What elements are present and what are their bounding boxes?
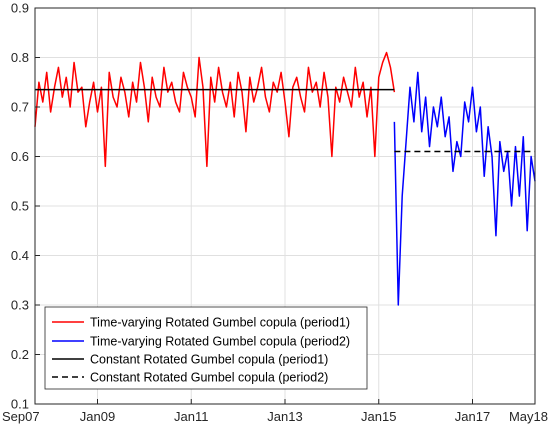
x-tick-label: Jan13 [267, 409, 302, 424]
y-tick-label: 0.1 [11, 397, 29, 412]
series-line-1 [393, 71, 536, 306]
legend-box [44, 306, 368, 390]
y-tick-label: 0.8 [11, 50, 29, 65]
y-tick-label: 0.2 [11, 347, 29, 362]
y-tick-label: 0.4 [11, 248, 29, 263]
x-tick-label: Jan09 [80, 409, 115, 424]
x-tick-label: Sep07 [2, 409, 40, 424]
y-tick-label: 0.9 [11, 1, 29, 16]
x-tick-label: Jan15 [361, 409, 396, 424]
x-tick-label: Jan17 [455, 409, 490, 424]
y-tick-label: 0.7 [11, 100, 29, 115]
y-tick-label: 0.3 [11, 298, 29, 313]
legend-label-0: Time-varying Rotated Gumbel copula (peri… [90, 316, 350, 330]
y-tick-label: 0.6 [11, 149, 29, 164]
series-line-0 [34, 51, 396, 168]
y-axis: 0.1 0.2 0.3 0.4 0.5 0.6 0.7 0.8 0.9 [11, 1, 40, 412]
legend-label-3: Constant Rotated Gumbel copula (period2) [90, 371, 328, 385]
legend: Time-varying Rotated Gumbel copula (peri… [44, 306, 368, 390]
series-lines [34, 51, 536, 306]
legend-label-1: Time-varying Rotated Gumbel copula (peri… [90, 335, 350, 349]
legend-label-2: Constant Rotated Gumbel copula (period1) [90, 353, 328, 367]
x-tick-label: May18 [509, 409, 548, 424]
x-tick-label: Jan11 [174, 409, 208, 424]
y-tick-label: 0.5 [11, 199, 29, 214]
x-axis: Sep07 Jan09 Jan11 Jan13 Jan15 Jan17 May18 [2, 399, 548, 424]
